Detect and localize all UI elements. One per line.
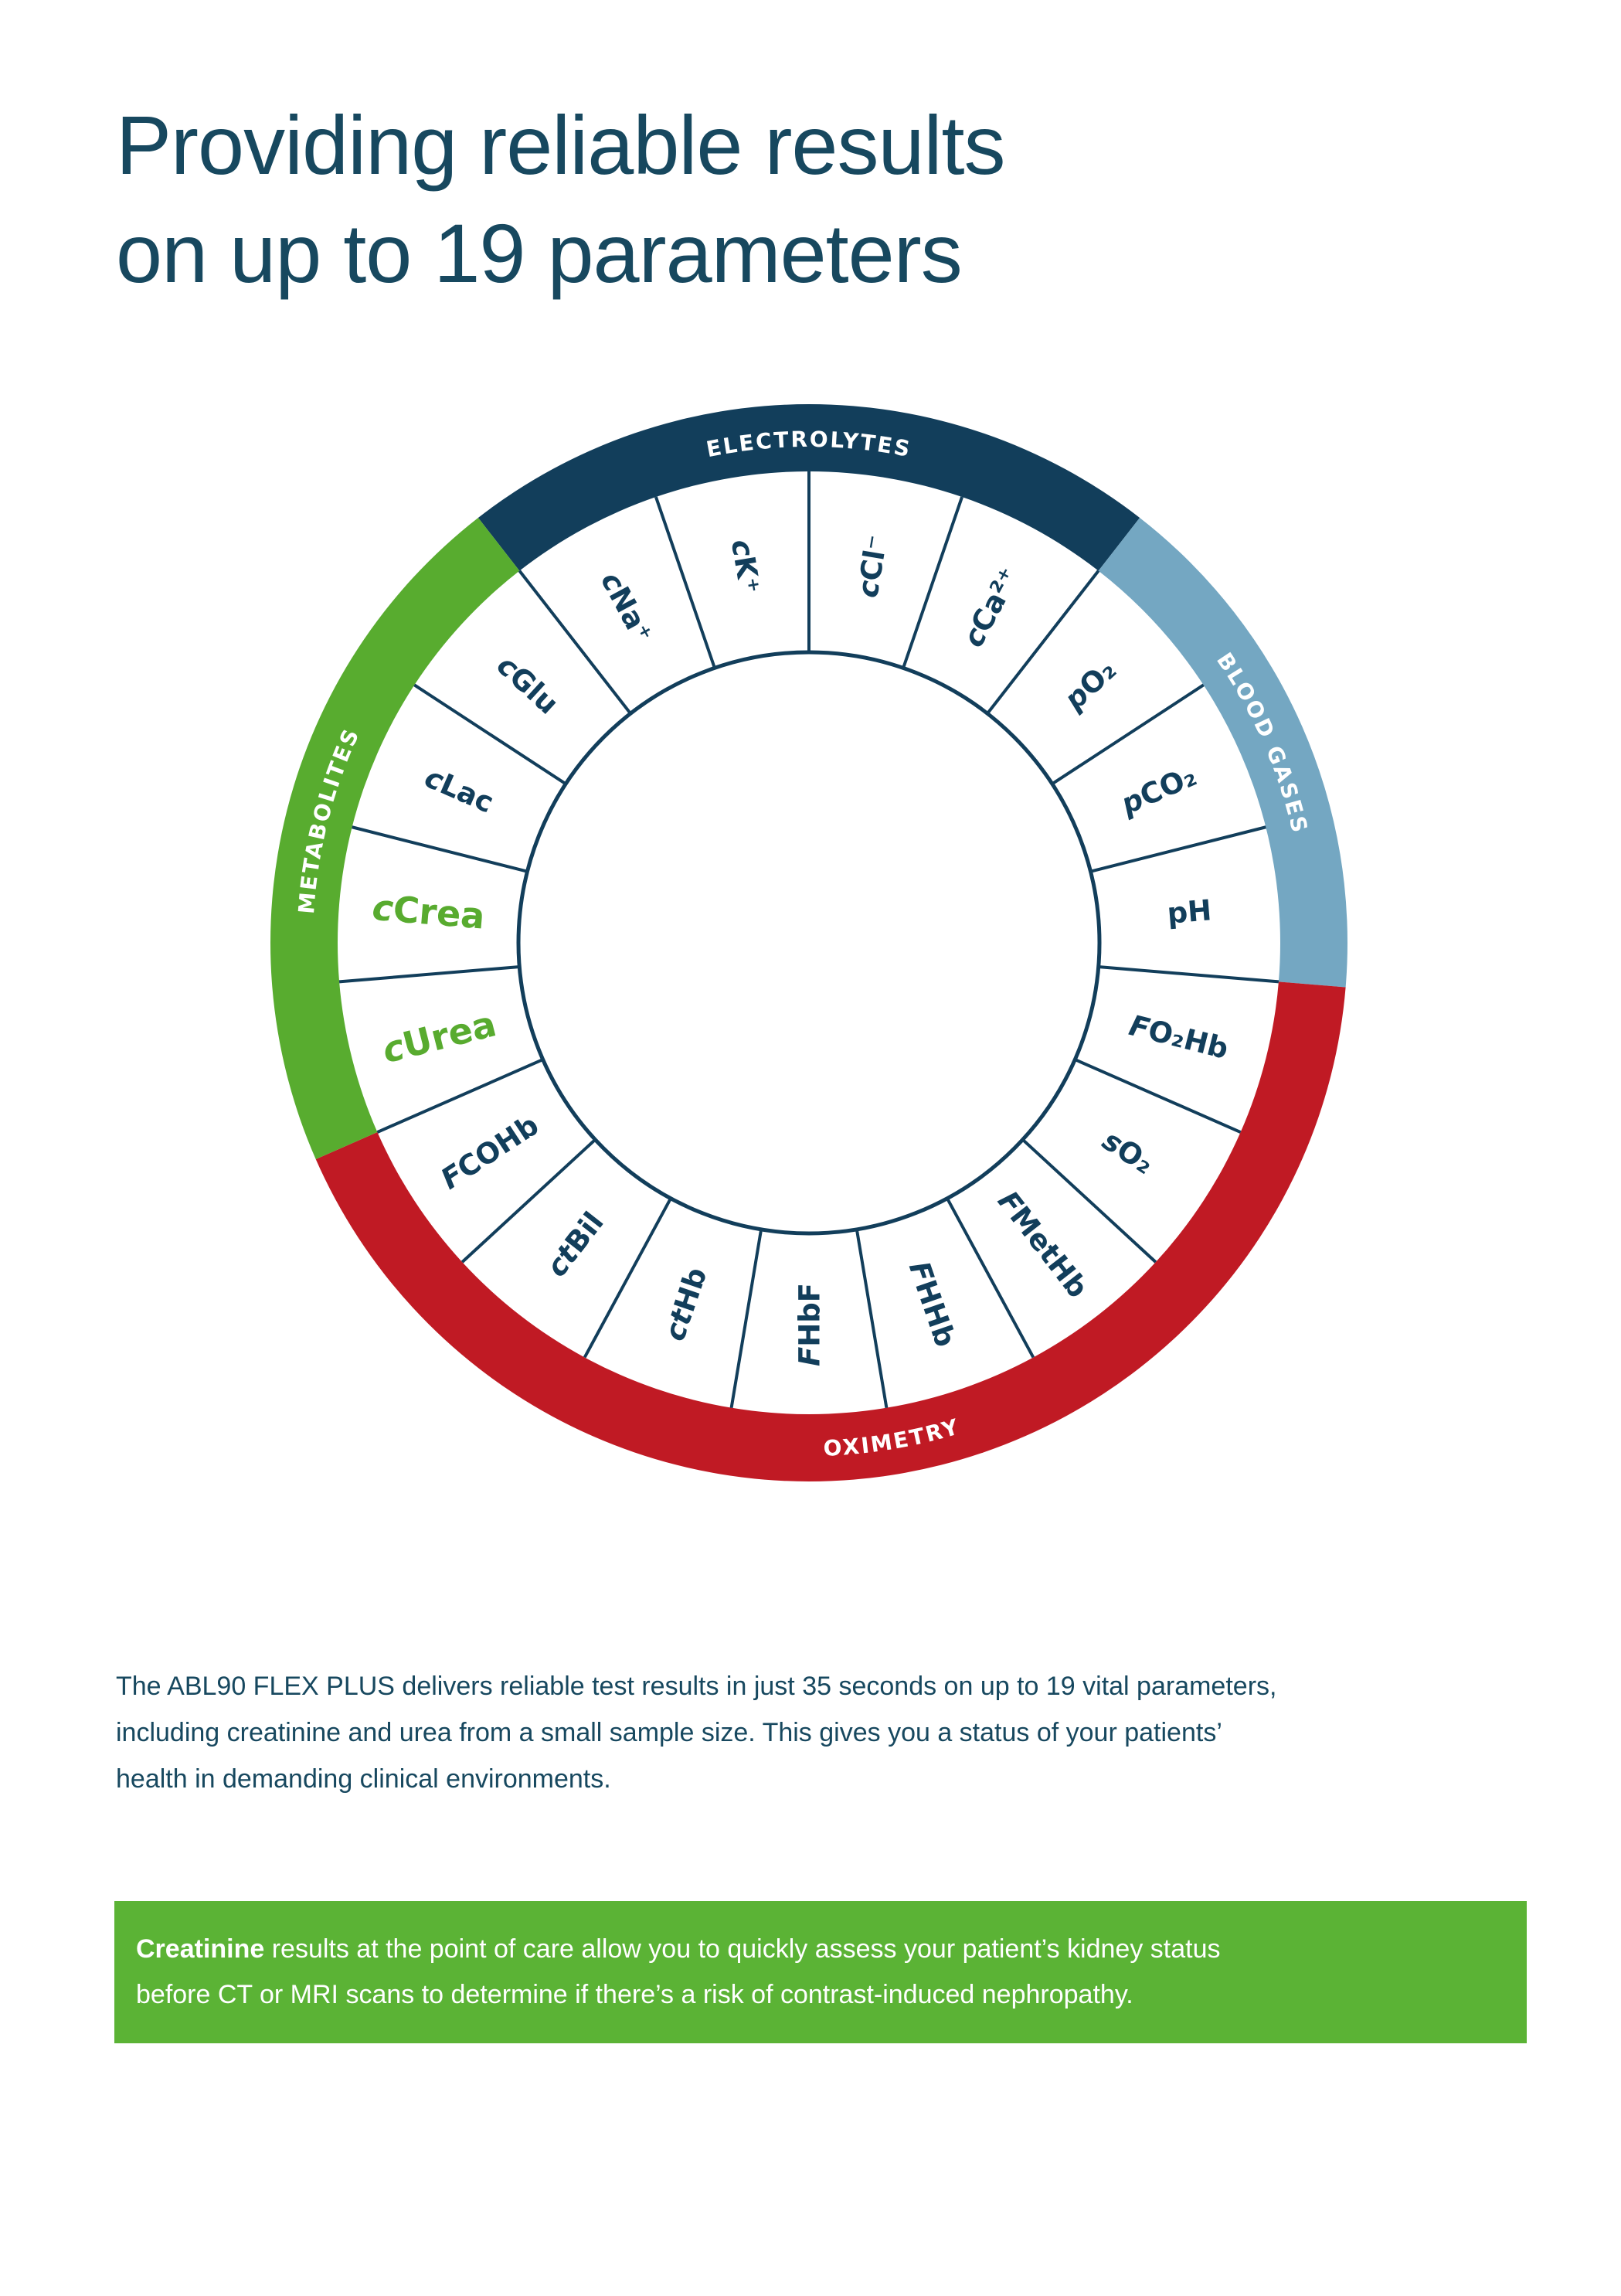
- segment-divider: [1089, 825, 1266, 874]
- parameter-label-ctbil: ctBil: [540, 1206, 610, 1283]
- page-title: Providing reliable results on up to 19 p…: [116, 91, 1006, 308]
- parameter-label-ccl: cCl⁻: [851, 532, 894, 600]
- segment-divider: [855, 1227, 889, 1409]
- callout-lead: Creatinine: [136, 1934, 265, 1964]
- parameter-label-fmethb: FMetHb: [991, 1185, 1095, 1304]
- parameter-label-fhbf: FHbF: [793, 1283, 826, 1366]
- parameter-label-cca2: cCa²⁺: [957, 562, 1026, 652]
- parameter-label-fcohb: FCOHb: [435, 1108, 545, 1196]
- parameter-label-cthb: ctHb: [658, 1264, 713, 1345]
- parameter-label-so2: sO₂: [1096, 1124, 1160, 1181]
- parameter-label-ph: pH: [1166, 893, 1213, 930]
- category-band-metabolites: [270, 517, 520, 1159]
- parameter-label-cna: cNa⁺: [594, 566, 659, 648]
- parameter-label-cglu: cGlu: [491, 648, 565, 721]
- segment-divider: [1020, 1137, 1157, 1264]
- segment-divider: [413, 683, 568, 787]
- segment-divider: [1072, 1057, 1242, 1134]
- parameter-label-ccrea: cCrea: [371, 886, 487, 937]
- segment-divider: [1096, 964, 1279, 984]
- category-band-oximetry: [315, 981, 1346, 1481]
- segment-divider: [338, 964, 522, 984]
- parameter-label-ck: cK⁺: [725, 537, 766, 596]
- segment-divider: [945, 1196, 1035, 1359]
- segment-divider: [518, 570, 633, 716]
- parameter-label-clac: cLac: [420, 760, 498, 819]
- callout-text: Creatinine results at the point of care …: [136, 1927, 1221, 2018]
- parameter-label-curea: cUrea: [378, 1002, 500, 1071]
- segment-divider: [583, 1196, 673, 1359]
- parameter-label-pco2: pCO₂: [1116, 759, 1201, 821]
- segment-divider: [729, 1227, 763, 1409]
- category-band-electrolytes: [477, 403, 1140, 571]
- segment-divider: [352, 825, 529, 874]
- category-band-blood-gases: [1098, 517, 1348, 988]
- segment-divider: [1050, 683, 1205, 787]
- segment-divider: [376, 1057, 545, 1134]
- parameter-label-po2: pO₂: [1057, 653, 1122, 717]
- parameter-label-fo2hb: FO₂Hb: [1126, 1009, 1232, 1066]
- parameter-label-fhhb: FHHb: [902, 1257, 963, 1352]
- segment-divider: [901, 496, 963, 670]
- callout-body: results at the point of care allow you t…: [136, 1934, 1221, 2009]
- segment-divider: [654, 496, 717, 670]
- creatinine-callout: Creatinine results at the point of care …: [114, 1901, 1527, 2043]
- page-title-line2: on up to 19 parameters: [116, 206, 963, 300]
- intro-paragraph: The ABL90 FLEX PLUS delivers reliable te…: [116, 1672, 1277, 1794]
- segment-divider: [985, 570, 1100, 716]
- wheel-hub-circle: [516, 650, 1102, 1236]
- page-title-line1: Providing reliable results: [116, 98, 1006, 192]
- segment-divider: [460, 1137, 598, 1264]
